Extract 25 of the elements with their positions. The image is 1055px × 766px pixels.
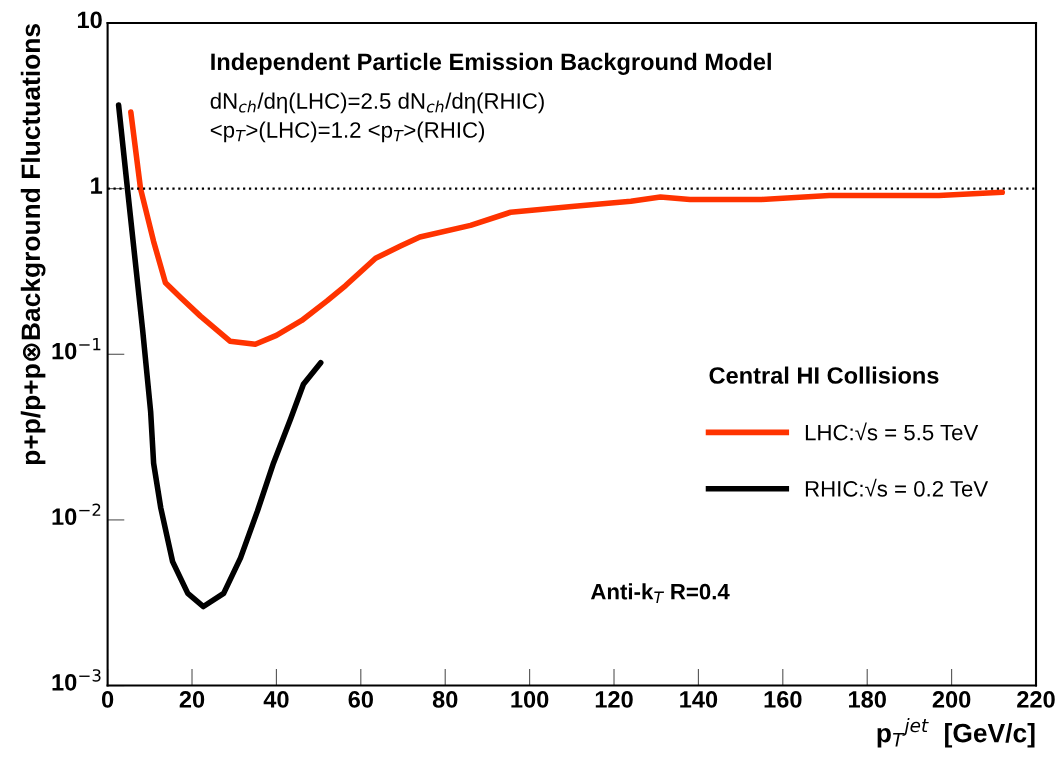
x-tick-label: 120 xyxy=(595,691,633,708)
x-tick-label: 20 xyxy=(179,691,205,708)
x-tick-label: 100 xyxy=(511,691,549,708)
annotation: Anti-k$_{T}$ R=0.4 xyxy=(590,583,730,603)
text: Independent Particle Emission Background Model xyxy=(211,52,771,75)
x-tick-label: 220 xyxy=(1017,691,1055,708)
y-tick-label: 10$^{−2}$ xyxy=(52,503,101,526)
legend-label: LHC:√s = 5.5 TeV xyxy=(805,422,979,441)
y-tick-label: 1 xyxy=(91,177,103,194)
x-tick-label: 140 xyxy=(680,691,718,708)
y-axis-title: p+p/p+p⊗Background Fluctuations xyxy=(20,24,46,465)
x-tick-label: 160 xyxy=(764,691,802,708)
x-tick-label: 80 xyxy=(432,691,458,708)
y-tick-label: 10 xyxy=(77,11,102,29)
legend-label: RHIC:√s = 0.2 TeV xyxy=(805,478,989,497)
y-tick-label: 10$^{−3}$ xyxy=(52,669,101,691)
x-tick-label: 0 xyxy=(101,691,114,708)
x-tick-label: 180 xyxy=(849,691,886,708)
x-tick-label: 60 xyxy=(348,691,373,708)
text: dN$_{ch}$/dη(LHC)=2.5 dN$_{ch}$/dη(RHIC) <p$_{T}$>(LHC)=1.2 <p$_{T}$>(RHIC) xyxy=(210,92,544,143)
x-axis-title: p$_{T}$$^{jet}$ [GeV/c] xyxy=(877,718,1035,748)
x-tick-label: 200 xyxy=(932,691,971,708)
y-tick-label: 10$^{−1}$ xyxy=(52,338,101,360)
x-tick-label: 40 xyxy=(263,691,289,708)
legend-title: Central HI Collisions xyxy=(709,366,939,384)
